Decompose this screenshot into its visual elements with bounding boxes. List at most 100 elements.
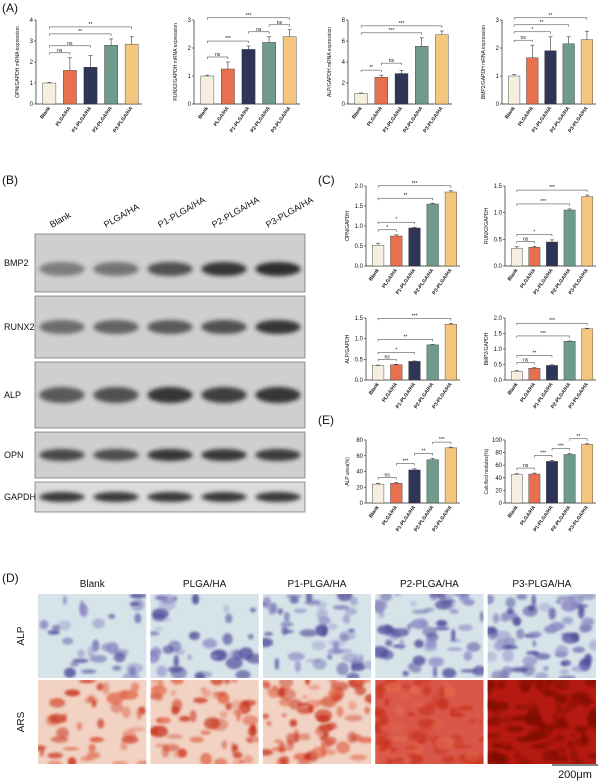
stain-blob xyxy=(558,706,571,716)
stain-column-label: P2-PLGA/HA xyxy=(400,579,459,590)
x-tick-label: PLGA/HA xyxy=(519,504,537,526)
stain-blob xyxy=(293,729,299,737)
y-tick-label: 0.5 xyxy=(355,357,364,363)
y-axis-label: ALP area(%) xyxy=(345,457,351,486)
stain-blob xyxy=(129,594,147,599)
bar xyxy=(104,45,118,105)
significance-bracket xyxy=(516,241,535,244)
bar xyxy=(581,328,594,381)
stain-blob xyxy=(231,680,238,683)
stain-row-label: ALP xyxy=(16,626,27,645)
y-tick-label: 60 xyxy=(495,463,502,469)
bar xyxy=(374,77,388,105)
stain-blob xyxy=(247,634,254,640)
x-tick-label: P3-PLGA/HA xyxy=(422,105,445,134)
blot-band xyxy=(93,320,139,334)
stain-blob xyxy=(393,756,404,764)
stain-column-label: PLGA/HA xyxy=(183,579,227,590)
stain-blob xyxy=(434,736,453,750)
stain-blob xyxy=(96,683,104,691)
significance-bracket xyxy=(516,234,553,237)
significance-label: * xyxy=(386,225,388,231)
stain-blob xyxy=(354,686,366,696)
stain-blob xyxy=(487,680,497,692)
significance-bracket xyxy=(516,322,588,326)
stain-blob xyxy=(524,713,540,726)
stain-blob xyxy=(477,718,482,724)
stain-blob xyxy=(345,607,357,616)
x-tick-label: Blank xyxy=(351,106,364,121)
stain-blob xyxy=(154,627,163,631)
stain-blob xyxy=(466,642,481,652)
stain-blob xyxy=(479,611,484,623)
bar xyxy=(390,483,403,504)
y-tick-label: 0 xyxy=(30,102,34,108)
stain-blob xyxy=(520,682,531,693)
stain-blob xyxy=(116,690,127,698)
stain-blob xyxy=(170,689,177,696)
stain-blob xyxy=(500,615,509,622)
stain-blob xyxy=(187,654,192,661)
blot-band xyxy=(39,492,85,502)
significance-bracket xyxy=(396,463,415,466)
stain-blob xyxy=(262,749,273,756)
y-axis-label: RUNX2/GAPDH mRNA expression xyxy=(173,23,179,101)
stain-image xyxy=(38,594,147,678)
stain-blob xyxy=(552,680,570,691)
stain-blob xyxy=(189,736,205,743)
bar xyxy=(444,447,457,504)
stain-blob xyxy=(128,727,146,732)
stain-blob xyxy=(250,723,256,735)
stain-blob xyxy=(277,687,286,698)
bar xyxy=(63,70,77,105)
x-tick-label: P2-PLGA/HA xyxy=(402,105,425,134)
stain-blob xyxy=(577,606,585,619)
stain-blob xyxy=(534,725,545,729)
stain-blob xyxy=(156,665,168,677)
lane-label: Blank xyxy=(48,210,73,230)
stain-blob xyxy=(299,629,318,637)
stain-image xyxy=(487,594,597,678)
stain-blob xyxy=(390,747,397,752)
stain-blob xyxy=(332,605,350,610)
stain-blob xyxy=(506,607,514,615)
stain-blob xyxy=(477,737,484,741)
stain-blob xyxy=(308,684,321,690)
stain-blob xyxy=(411,700,427,709)
stain-blob xyxy=(528,605,535,612)
significance-bracket xyxy=(377,318,452,321)
bar xyxy=(510,371,523,381)
y-tick-label: 1.0 xyxy=(494,211,503,217)
bar xyxy=(408,227,421,267)
significance-label: *** xyxy=(402,459,408,465)
y-tick-label: 80 xyxy=(356,438,363,444)
stain-blob xyxy=(316,608,328,620)
stain-blob xyxy=(156,717,171,724)
bar xyxy=(546,241,558,267)
stain-blob xyxy=(559,669,570,675)
stain-blob xyxy=(283,611,290,623)
stain-blob xyxy=(581,694,590,708)
stain-blob xyxy=(317,699,334,706)
stain-blob xyxy=(329,680,338,684)
stain-blob xyxy=(491,754,500,759)
significance-bracket xyxy=(207,56,229,59)
significance-bracket xyxy=(360,25,443,28)
y-tick-label: 2 xyxy=(342,81,346,87)
y-tick-label: 1.5 xyxy=(494,184,503,190)
stain-blob xyxy=(171,680,184,685)
y-tick-label: 1 xyxy=(188,74,192,80)
stain-blob xyxy=(278,680,294,689)
stain-blob xyxy=(38,745,47,751)
y-tick-label: 2.0 xyxy=(494,316,503,322)
y-tick-label: 0.0 xyxy=(494,378,503,384)
significance-bracket xyxy=(360,32,422,35)
stain-blob xyxy=(289,719,298,727)
significance-label: ** xyxy=(549,13,553,19)
stain-image xyxy=(38,680,147,764)
significance-bracket xyxy=(377,229,397,232)
stain-blob xyxy=(336,648,353,654)
x-tick-label: PLGA/HA xyxy=(55,105,73,127)
stain-blob xyxy=(274,657,280,671)
